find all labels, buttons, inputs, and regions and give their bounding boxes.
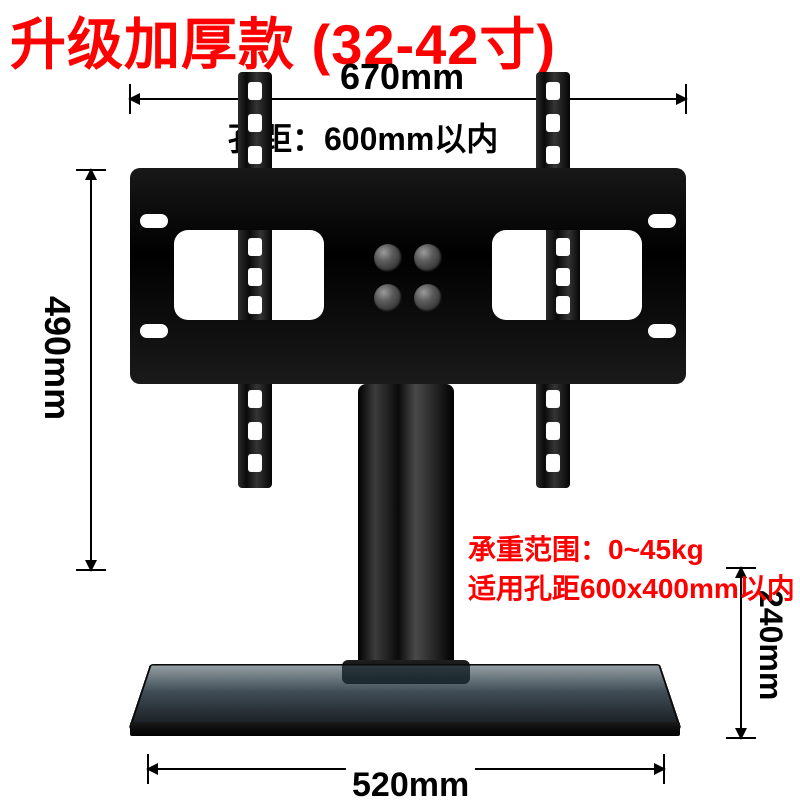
- center-bolt: [374, 284, 402, 312]
- stand-column: [358, 384, 454, 674]
- plate-slot: [140, 214, 168, 228]
- plate-slot: [648, 214, 676, 228]
- mount-plate: [130, 168, 686, 384]
- glass-base: [128, 664, 681, 729]
- spec-line-2: 适用孔距600x400mm以内: [468, 569, 795, 608]
- product-title: 升级加厚款 (32-42寸): [10, 0, 556, 81]
- center-bolt: [414, 284, 442, 312]
- dim-tick: [147, 754, 149, 784]
- spec-load-range: 承重范围：0~45kg 适用孔距600x400mm以内: [468, 530, 795, 608]
- center-bolt: [414, 244, 442, 272]
- dim-tick: [76, 569, 106, 571]
- center-bolt: [374, 244, 402, 272]
- rail-through-left: [238, 230, 272, 320]
- dim-label-top-width: 670mm: [340, 56, 464, 98]
- plate-slot: [140, 324, 168, 338]
- dim-label-height: 490mm: [36, 296, 78, 420]
- dim-arrow-top-width: [130, 98, 686, 100]
- dim-tick: [685, 84, 687, 114]
- spec-line-1: 承重范围：0~45kg: [468, 530, 795, 569]
- dim-tick: [129, 84, 131, 114]
- glass-base-edge: [130, 722, 680, 736]
- dim-label-base-width: 520mm: [346, 766, 475, 805]
- dim-tick: [726, 737, 756, 739]
- dim-arrow-height: [90, 170, 92, 570]
- rail-through-right: [546, 230, 580, 320]
- plate-slot: [648, 324, 676, 338]
- dim-tick: [76, 169, 106, 171]
- dim-tick: [663, 754, 665, 784]
